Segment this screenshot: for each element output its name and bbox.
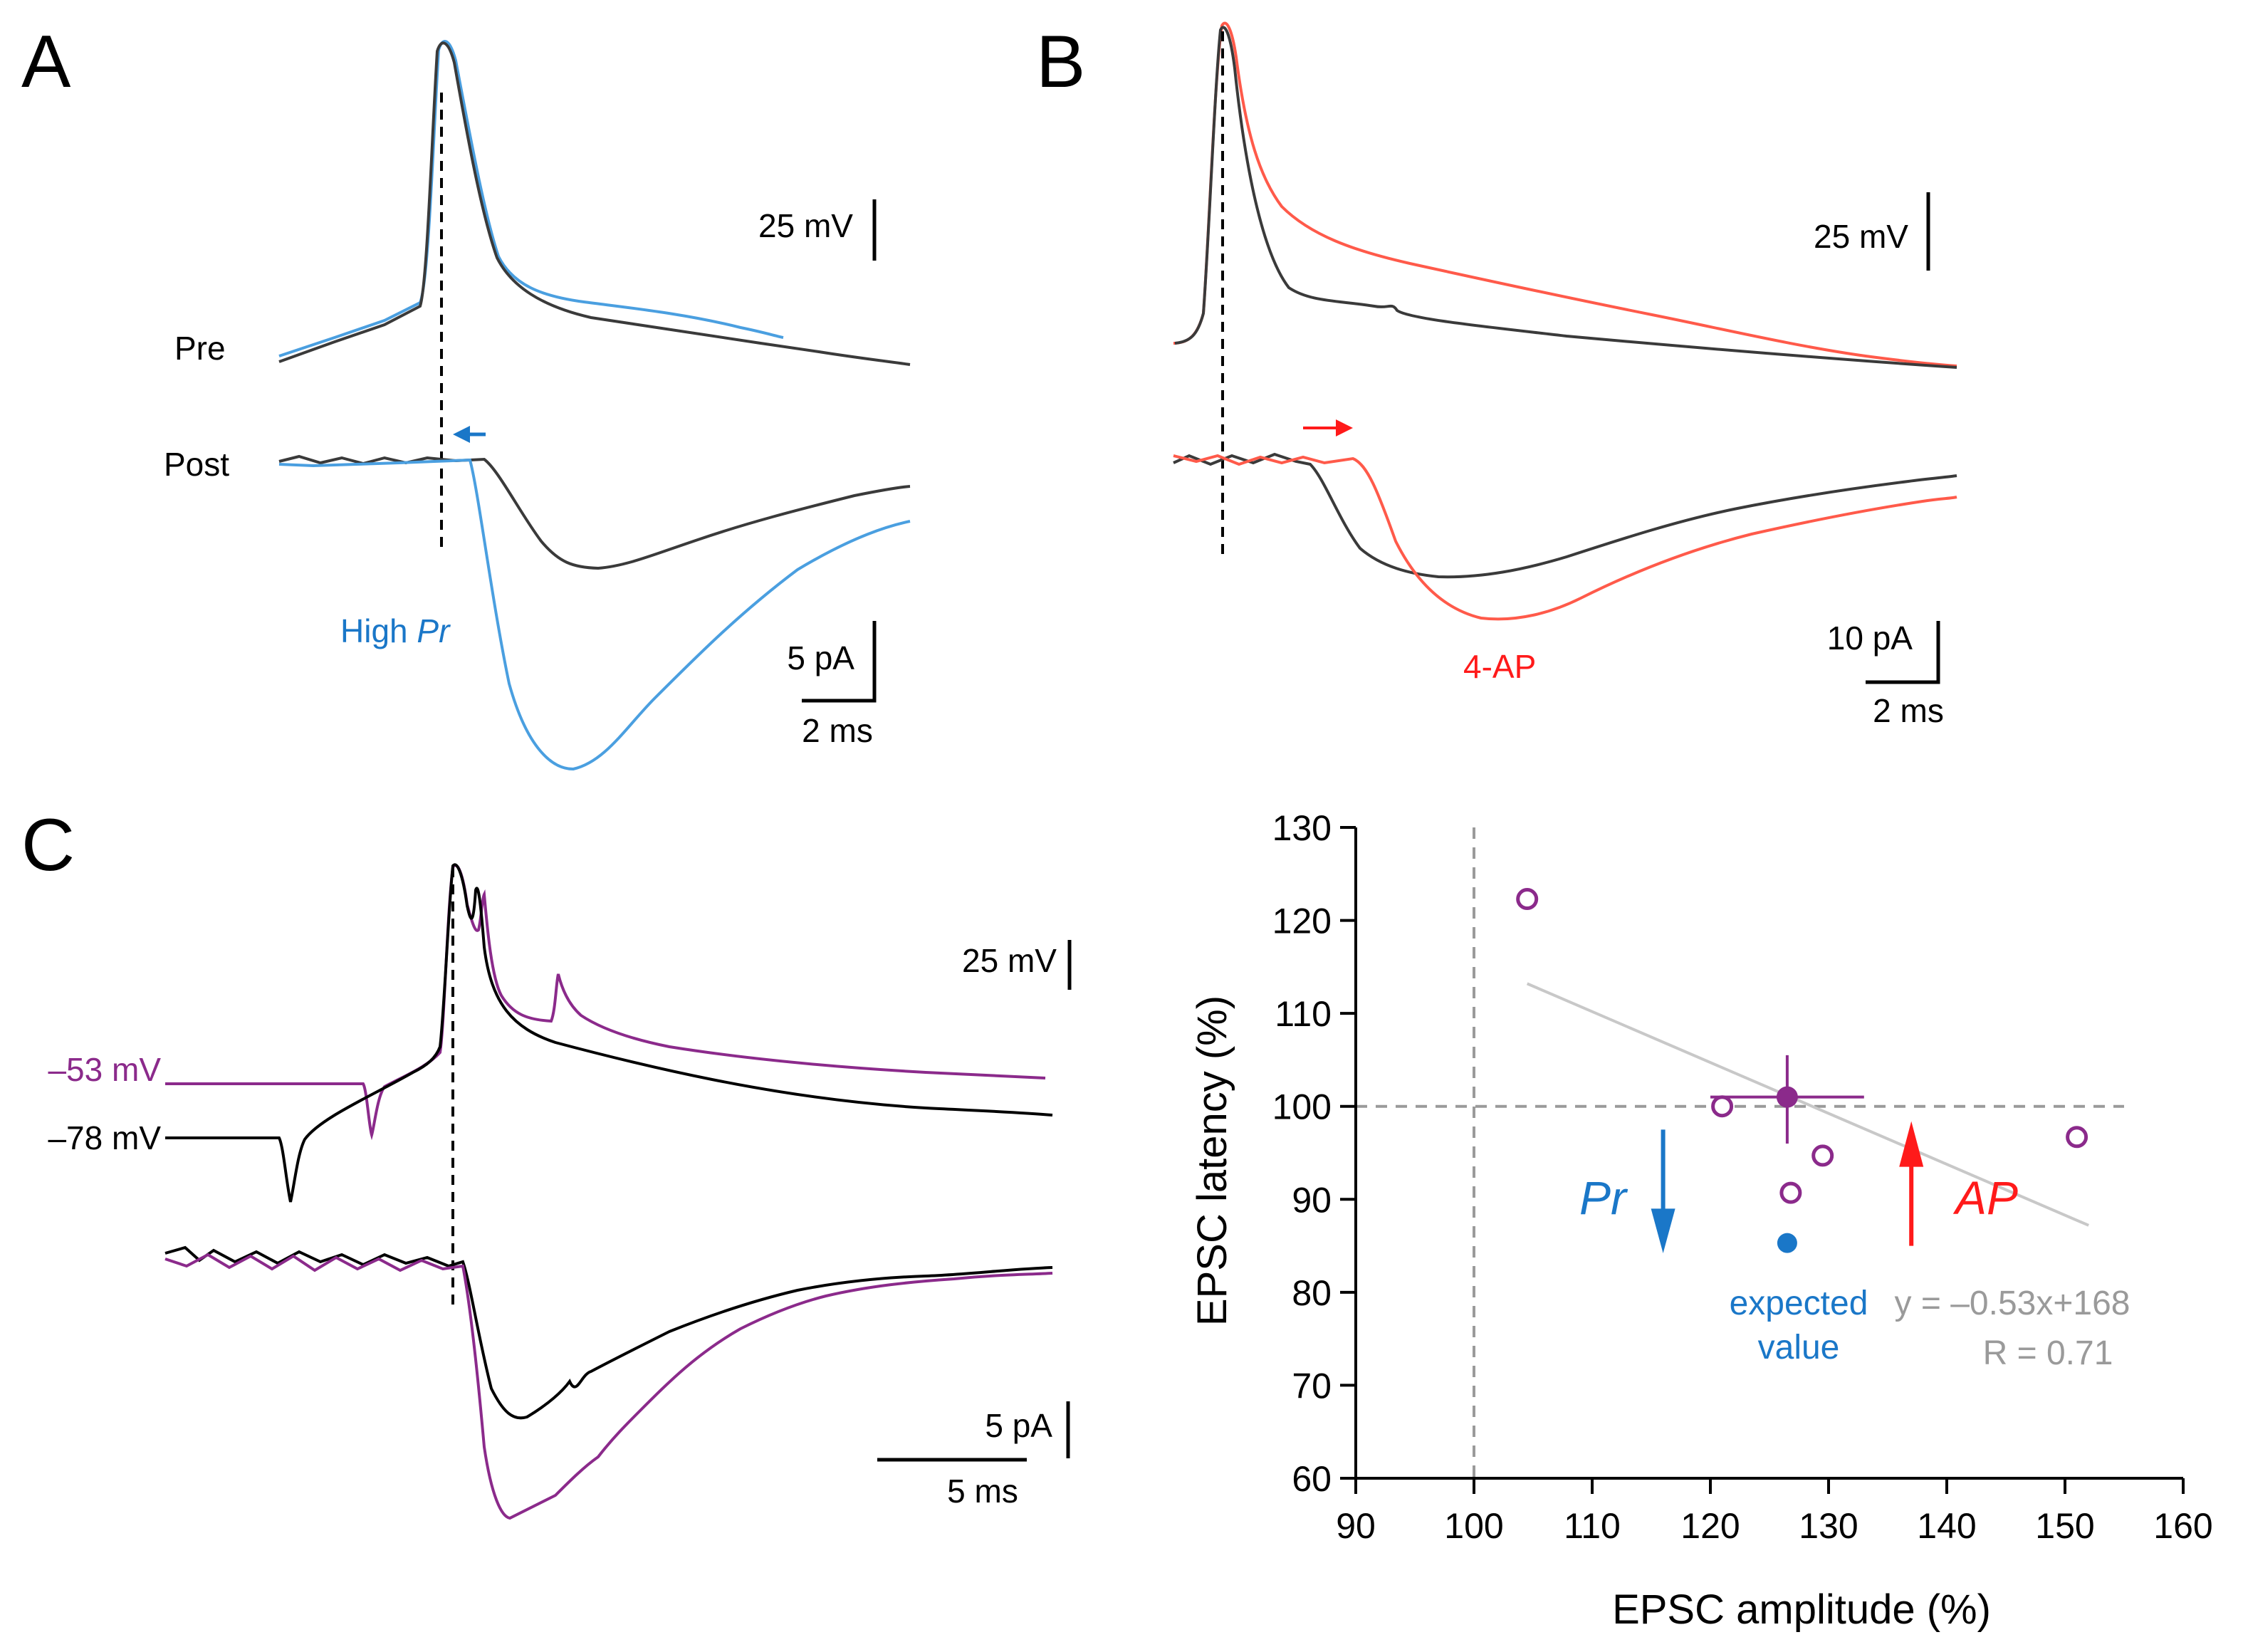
panel-c-post-trace-minus-53mv [164, 1253, 1053, 1520]
panel-b-pre-trace-4ap [1173, 21, 1957, 367]
panel-a-post-trace-high-pr [278, 458, 911, 771]
panel-b-ms-scale-label: 2 ms [1873, 692, 1944, 729]
annotation-arrows [1651, 1121, 1924, 1254]
y-tick-label: 130 [1272, 808, 1332, 848]
scatter-chart: 90 100 110 120 130 140 150 160 60 70 80 90 100 110 120… [1189, 808, 2213, 1633]
panel-a-letter: A [21, 21, 71, 103]
panel-a-pa-scale-label: 5 pA [787, 639, 854, 676]
panel-b-pre-trace-control [1174, 26, 1957, 369]
ap-arrow-label: AP [1952, 1171, 2018, 1224]
y-tick-label: 90 [1292, 1180, 1332, 1220]
panel-b-letter: B [1036, 21, 1085, 103]
panel-b-time-current-scale-bar [1866, 621, 1940, 684]
y-axis-title: EPSC latency (%) [1189, 995, 1235, 1326]
scatter-point-open [2066, 1126, 2088, 1149]
panel-c-holding-minus-53mv: –53 mV [48, 1051, 161, 1088]
fit-line-group [1526, 982, 2089, 1227]
y-tick-label: 80 [1292, 1273, 1332, 1313]
panel-b-pa-scale-label: 10 pA [1827, 620, 1913, 657]
x-tick-label: 150 [2035, 1506, 2094, 1546]
panel-c-mv-scale-label: 25 mV [962, 942, 1057, 979]
x-tick-label: 110 [1564, 1506, 1621, 1546]
panel-a-time-current-scale-bar [802, 621, 877, 703]
panel-a-high-pr-italic: Pr [417, 612, 451, 649]
panel-b-post-trace-control [1173, 452, 1957, 579]
fit-r-value-label: R = 0.71 [1983, 1334, 2113, 1372]
regression-fit-line [1526, 982, 2089, 1227]
expected-value-point [1777, 1233, 1797, 1253]
reference-lines [1356, 827, 2124, 1478]
expected-value-label-line1: expected [1730, 1285, 1868, 1322]
data-marks [1516, 888, 2088, 1253]
x-tick-label: 160 [2153, 1506, 2212, 1546]
y-tick-label: 100 [1272, 1087, 1332, 1127]
ap-arrow-head [1899, 1121, 1924, 1167]
y-tick-label: 110 [1275, 994, 1332, 1034]
panel-a-mv-scale-label: 25 mV [758, 207, 853, 244]
mean-point [1776, 1086, 1798, 1108]
x-tick-label: 90 [1336, 1506, 1376, 1546]
panel-c-pa-scale-label: 5 pA [985, 1407, 1052, 1444]
panel-b-4ap-label: 4-AP [1463, 648, 1536, 685]
fit-equation-label: y = –0.53x+168 [1895, 1285, 2130, 1322]
y-tick-label: 120 [1272, 901, 1332, 941]
scatter-point-open [1516, 888, 1539, 911]
pr-arrow-label: Pr [1579, 1171, 1628, 1224]
x-tick-label: 130 [1799, 1506, 1858, 1546]
panel-a-ms-scale-label: 2 ms [802, 712, 873, 749]
panel-a-high-pr-text: High [340, 612, 417, 649]
axes: 90 100 110 120 130 140 150 160 60 70 80 90 100 110 120… [1272, 808, 2213, 1546]
panel-a-post-trace-control [278, 454, 911, 570]
x-tick-label: 100 [1444, 1506, 1503, 1546]
panel-b-shift-arrow-head [1336, 419, 1353, 436]
panel-a: A Pre Post 25 mV 5 pA 2 ms High Pr [21, 21, 911, 771]
panel-c-ms-scale-label: 5 ms [947, 1473, 1018, 1510]
y-tick-label: 70 [1292, 1366, 1332, 1406]
scatter-point-open [1811, 1144, 1834, 1167]
panel-a-pre-trace-high-pr [278, 40, 784, 357]
expected-value-label-line2: value [1758, 1329, 1840, 1366]
panel-a-pre-label: Pre [174, 330, 226, 367]
x-tick-label: 120 [1680, 1506, 1740, 1546]
panel-c-pre-trace-minus-78mv [165, 863, 1053, 1203]
panel-b: B 25 mV 10 pA 2 ms 4-AP [1036, 21, 1957, 729]
panel-c-letter: C [21, 804, 75, 887]
panel-b-post-trace-4ap [1173, 454, 1957, 621]
panel-a-post-label: Post [164, 446, 229, 483]
panel-c-holding-minus-78mv: –78 mV [48, 1119, 161, 1156]
panel-c: C 25 mV 5 pA 5 ms –53 mV –78 mV [21, 804, 1072, 1520]
panel-a-shift-arrow-head [453, 426, 470, 443]
scatter-point-open [1711, 1095, 1734, 1118]
panel-a-high-pr-label: High Pr [340, 612, 451, 649]
x-axis-title: EPSC amplitude (%) [1612, 1586, 1991, 1633]
scatter-point-open [1779, 1181, 1802, 1204]
panel-a-pre-trace-control [278, 41, 911, 366]
panel-c-pre-trace-minus-53mv [165, 864, 1046, 1141]
panel-b-mv-scale-label: 25 mV [1814, 218, 1908, 255]
x-tick-label: 140 [1917, 1506, 1976, 1546]
pr-arrow-head [1651, 1208, 1675, 1254]
panel-c-post-trace-minus-78mv [164, 1245, 1053, 1420]
y-tick-label: 60 [1292, 1459, 1332, 1499]
